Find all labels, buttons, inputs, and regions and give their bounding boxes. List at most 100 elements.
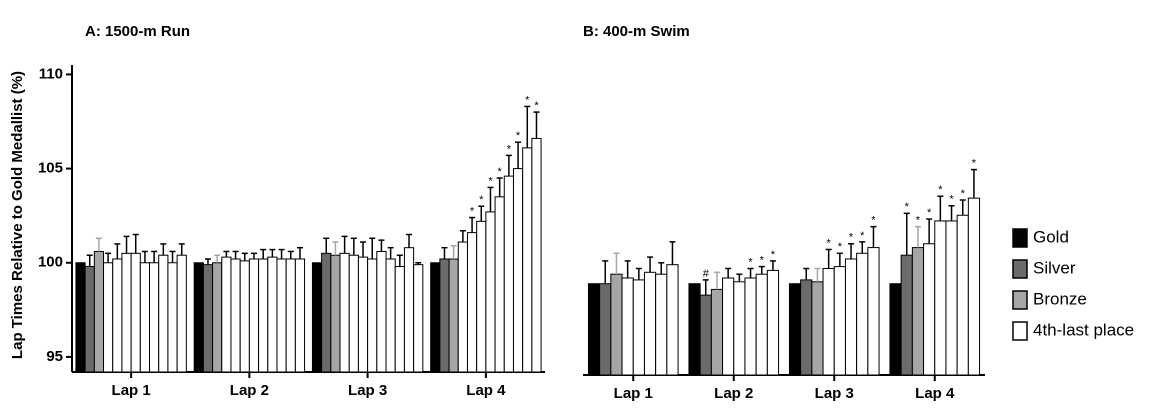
significance-marker: * xyxy=(760,255,765,267)
bar xyxy=(967,197,981,376)
significance-marker: * xyxy=(927,207,932,219)
bar xyxy=(956,214,969,376)
significance-marker: * xyxy=(470,205,475,217)
bar xyxy=(722,277,735,376)
bar xyxy=(230,258,241,373)
legend-swatch xyxy=(1012,290,1028,310)
significance-marker: * xyxy=(972,158,977,170)
x-tick-label: Lap 4 xyxy=(915,385,955,402)
bar xyxy=(699,294,712,376)
x-tick-label: Lap 3 xyxy=(348,382,387,399)
bar xyxy=(833,266,846,376)
panel-title: A: 1500-m Run xyxy=(85,23,190,40)
bar xyxy=(744,277,757,376)
bar xyxy=(632,279,645,376)
bar xyxy=(357,256,369,373)
panel-title: B: 400-m Swim xyxy=(583,23,690,40)
legend-swatch xyxy=(1012,321,1028,341)
bar xyxy=(934,220,947,376)
bar xyxy=(75,262,86,373)
bar xyxy=(430,262,441,373)
significance-marker: * xyxy=(771,249,776,261)
bar xyxy=(267,256,278,373)
bar xyxy=(167,262,178,373)
y-tick-label: 100 xyxy=(38,254,63,271)
bar xyxy=(121,252,132,373)
bar xyxy=(339,252,350,373)
significance-marker: * xyxy=(748,256,753,268)
bar xyxy=(643,271,657,376)
bar xyxy=(800,279,813,376)
legend-label: Bronze xyxy=(1033,289,1087,308)
bar xyxy=(376,250,387,373)
bar xyxy=(439,258,450,373)
bar xyxy=(403,247,415,373)
bar xyxy=(610,273,623,376)
significance-marker: * xyxy=(916,215,921,227)
x-tick-label: Lap 1 xyxy=(112,382,151,399)
x-tick-label: Lap 2 xyxy=(230,382,269,399)
bar xyxy=(476,220,487,373)
significance-marker: * xyxy=(479,194,484,206)
bar xyxy=(503,175,514,373)
bar xyxy=(193,262,204,373)
bar xyxy=(923,243,936,376)
bar xyxy=(348,254,359,373)
significance-marker: * xyxy=(507,143,512,155)
bar xyxy=(202,264,214,373)
significance-marker: * xyxy=(838,241,843,253)
significance-marker: * xyxy=(525,94,530,106)
significance-marker: * xyxy=(827,237,832,249)
bar xyxy=(666,264,679,376)
bar xyxy=(599,283,612,376)
y-tick-label: 95 xyxy=(46,348,63,365)
bar xyxy=(587,283,601,376)
bar xyxy=(103,262,114,373)
bar xyxy=(221,256,232,373)
bar xyxy=(176,254,187,373)
y-tick-label: 110 xyxy=(39,65,63,82)
bar xyxy=(911,247,925,376)
bar xyxy=(856,252,869,376)
significance-marker: * xyxy=(938,184,943,196)
bar xyxy=(84,266,95,373)
bar xyxy=(531,137,542,373)
y-tick-label: 105 xyxy=(38,160,63,177)
bar xyxy=(466,232,478,373)
bar xyxy=(867,247,880,376)
bar xyxy=(733,281,746,376)
bar xyxy=(621,277,634,376)
bar xyxy=(248,258,260,373)
significance-marker: * xyxy=(949,194,954,206)
bar xyxy=(766,269,780,376)
legend-label: Gold xyxy=(1033,227,1069,246)
bar xyxy=(330,254,341,373)
bar xyxy=(385,258,396,373)
significance-marker: * xyxy=(860,230,865,242)
bar xyxy=(311,262,323,373)
bar xyxy=(688,283,701,376)
significance-marker: * xyxy=(534,100,539,112)
bar xyxy=(457,241,468,373)
bar xyxy=(494,196,505,373)
legend-swatch xyxy=(1012,228,1028,248)
bar xyxy=(844,258,858,376)
bar xyxy=(889,283,902,376)
bar xyxy=(239,260,250,373)
bar xyxy=(788,283,802,376)
bar xyxy=(149,262,160,373)
bar xyxy=(112,258,123,373)
significance-marker: * xyxy=(498,166,503,178)
bar xyxy=(276,258,287,373)
significance-marker: * xyxy=(516,130,521,142)
bar xyxy=(130,252,141,373)
bar xyxy=(710,288,724,376)
bar xyxy=(448,258,459,373)
bar xyxy=(367,258,378,373)
legend-label: Silver xyxy=(1033,258,1076,277)
bar xyxy=(158,254,169,373)
y-axis-label: Lap Times Relative to Gold Medallist (%) xyxy=(9,71,26,359)
bar xyxy=(900,254,913,376)
significance-marker: * xyxy=(905,201,910,213)
